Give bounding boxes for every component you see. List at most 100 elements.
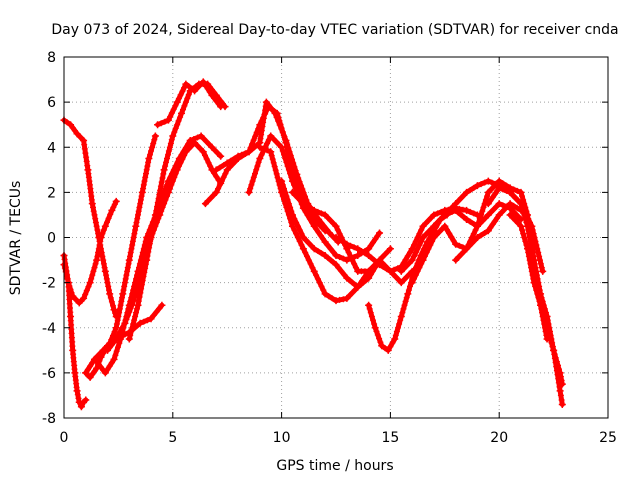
data-point (86, 279, 94, 287)
data-point (278, 177, 286, 185)
data-point (112, 335, 120, 343)
data-point (136, 319, 144, 327)
data-point (419, 234, 427, 241)
x-tick-label: 5 (168, 430, 177, 446)
data-point (452, 200, 460, 208)
data-point (558, 400, 566, 408)
data-point (160, 166, 168, 174)
data-point (463, 245, 471, 253)
data-point (430, 211, 438, 219)
data-point (397, 267, 405, 275)
data-point (506, 211, 514, 219)
data-point (212, 166, 220, 174)
data-point (310, 222, 318, 230)
data-point (386, 245, 394, 253)
data-point (452, 240, 460, 248)
data-point (73, 387, 81, 395)
data-point (101, 222, 109, 230)
data-point (134, 301, 142, 309)
data-point (530, 279, 538, 287)
data-point (299, 200, 307, 208)
data-point (104, 346, 112, 354)
data-point (506, 188, 514, 196)
data-point (271, 109, 279, 117)
data-point (484, 200, 492, 208)
y-tick-label: 0 (47, 231, 56, 247)
data-point (310, 267, 318, 275)
data-point (419, 222, 427, 230)
data-point (151, 211, 159, 219)
data-point (473, 182, 481, 190)
data-point (73, 130, 81, 138)
x-tick-label: 20 (490, 430, 508, 446)
data-point (267, 132, 275, 140)
data-point (441, 222, 449, 230)
data-point (441, 211, 449, 219)
data-point (75, 299, 83, 307)
data-point (182, 80, 190, 88)
data-point (543, 324, 551, 332)
data-point (484, 177, 492, 185)
data-point (365, 274, 373, 282)
data-point (201, 200, 209, 208)
data-point (88, 200, 96, 208)
data-point (77, 403, 85, 411)
data-point (332, 234, 340, 241)
data-point (71, 369, 79, 377)
data-point (354, 283, 362, 291)
y-axis-label: SDTVAR / TECUs (8, 181, 24, 296)
chart-title: Day 073 of 2024, Sidereal Day-to-day VTE… (51, 22, 618, 38)
data-point (217, 103, 225, 111)
data-point (321, 211, 329, 219)
data-point (112, 197, 120, 205)
data-point (82, 396, 90, 404)
x-tick-label: 15 (381, 430, 399, 446)
data-point (376, 261, 384, 269)
data-point (245, 188, 253, 196)
data-point (523, 245, 531, 253)
data-point (93, 256, 101, 264)
data-point (354, 267, 362, 275)
data-point (343, 294, 351, 302)
data-point (484, 188, 492, 196)
data-point (523, 222, 531, 230)
data-point (325, 229, 333, 237)
data-point (67, 121, 75, 129)
series-9 (154, 78, 225, 129)
data-point (223, 166, 231, 174)
data-point (332, 261, 340, 269)
data-point (365, 267, 373, 275)
data-point (354, 245, 362, 253)
y-tick-label: -8 (42, 411, 56, 427)
x-tick-label: 25 (599, 430, 617, 446)
data-point (517, 188, 525, 196)
data-point (378, 342, 386, 350)
data-point (430, 222, 438, 230)
data-point (550, 346, 558, 354)
data-point (463, 206, 471, 214)
data-point (158, 301, 166, 309)
series-11 (212, 98, 342, 246)
data-point (138, 188, 146, 196)
data-point (217, 152, 225, 160)
data-point (556, 369, 564, 377)
data-point (86, 373, 94, 381)
data-point (408, 245, 416, 253)
x-tick-label: 0 (60, 430, 69, 446)
data-point (112, 324, 120, 332)
data-point (186, 136, 194, 144)
data-point (558, 380, 566, 388)
data-point (430, 234, 438, 241)
data-point (299, 245, 307, 253)
data-point (484, 227, 492, 235)
data-point (288, 188, 296, 196)
data-point (343, 256, 351, 264)
data-point (101, 369, 109, 377)
data-point (397, 279, 405, 287)
data-point (212, 188, 220, 196)
data-point (473, 234, 481, 241)
data-point (332, 252, 340, 260)
data-point (208, 91, 216, 99)
data-point (151, 132, 159, 140)
data-point (173, 98, 181, 106)
